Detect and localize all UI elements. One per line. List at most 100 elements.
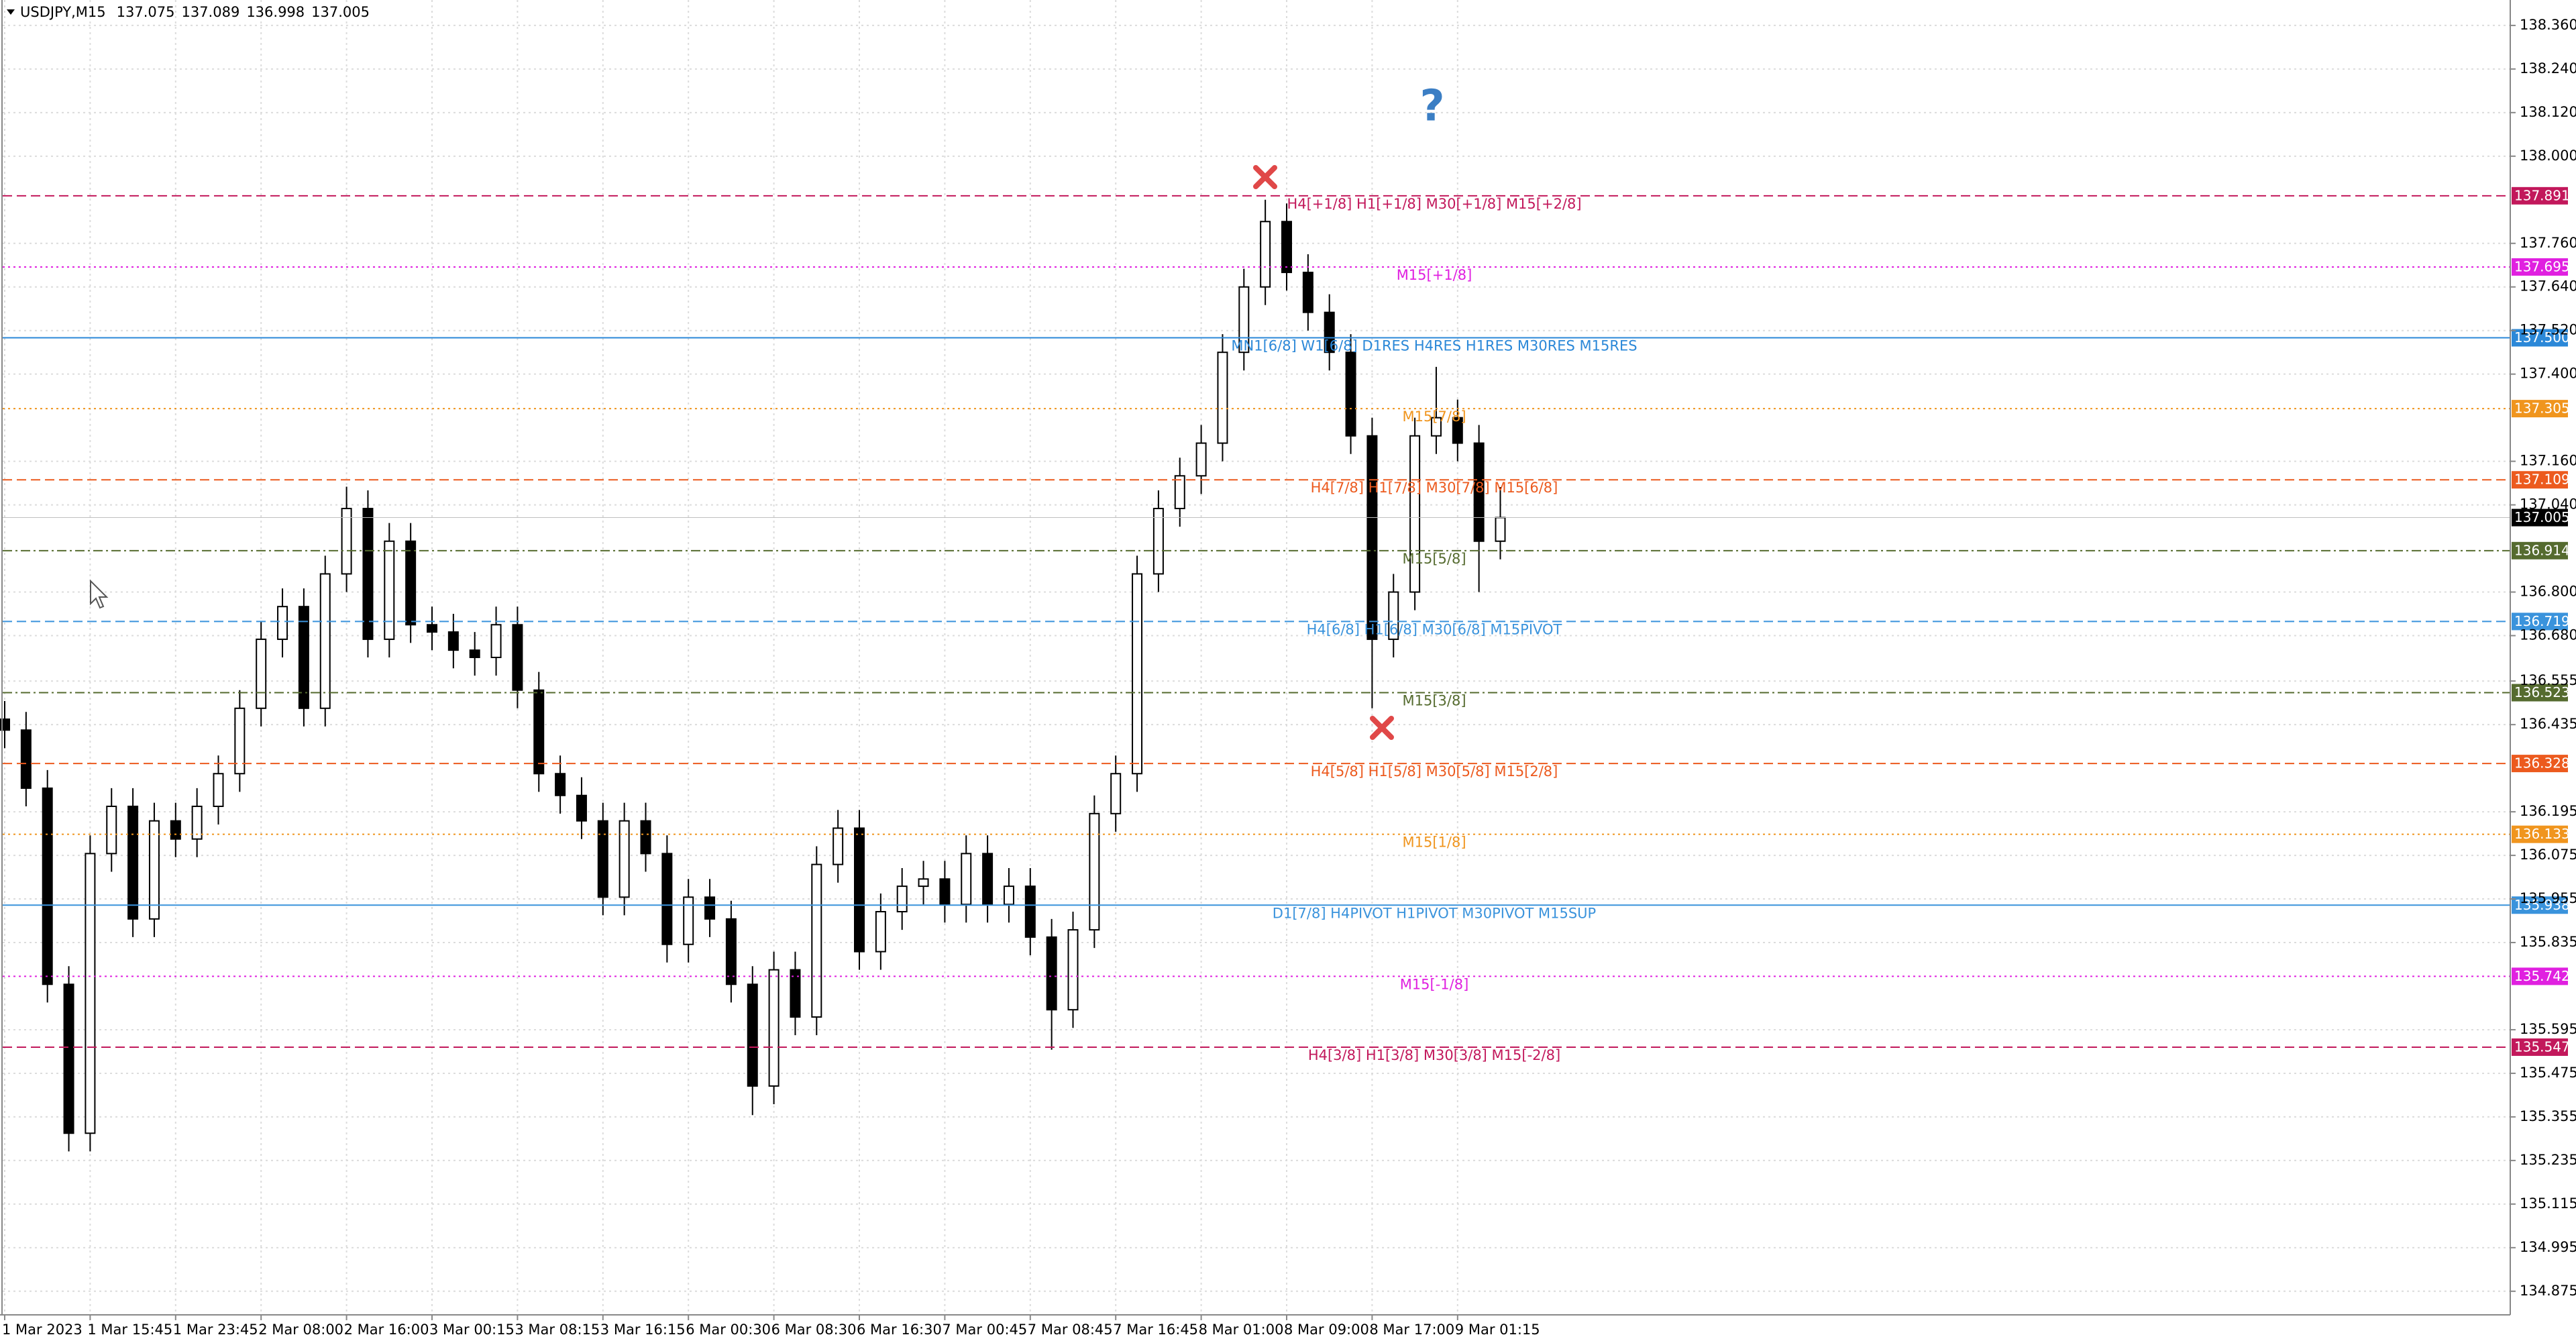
y-tick-label: 135.115 bbox=[2520, 1195, 2576, 1212]
candle-body bbox=[1024, 886, 1036, 938]
candle-body bbox=[20, 729, 32, 789]
level-price: 135.547 bbox=[2514, 1038, 2570, 1055]
y-tick-label: 136.195 bbox=[2520, 803, 2576, 819]
level-price-box bbox=[2512, 612, 2568, 631]
candle-body bbox=[1473, 442, 1485, 542]
levels: H4[+1/8] H1[+1/8] M30[+1/8] M15[+2/8] 137… bbox=[3, 186, 2570, 1063]
candle-body bbox=[213, 773, 224, 807]
level-price: 136.523 bbox=[2514, 684, 2570, 700]
question-marker: ? bbox=[1419, 82, 1444, 131]
candle-body bbox=[127, 805, 139, 920]
x-tick-label: 1 Mar 15:45 bbox=[87, 1322, 172, 1338]
candle-body bbox=[341, 508, 352, 575]
candle-body bbox=[1089, 812, 1100, 931]
candle-body bbox=[640, 820, 651, 855]
level-price: 136.328 bbox=[2514, 755, 2570, 771]
candle-body bbox=[1238, 286, 1250, 354]
candle-body bbox=[661, 853, 673, 945]
level-price-box bbox=[2512, 471, 2568, 489]
candle-body bbox=[768, 969, 780, 1087]
candle-body bbox=[1430, 417, 1442, 437]
x-tick-label: 8 Mar 01:00 bbox=[1199, 1322, 1284, 1338]
candle-body bbox=[170, 820, 181, 840]
candle-body bbox=[1217, 352, 1228, 444]
candle-body bbox=[234, 707, 246, 775]
level-price-box bbox=[2512, 755, 2568, 773]
candle-body bbox=[256, 638, 267, 709]
y-tick-label: 138.120 bbox=[2520, 104, 2576, 120]
open: 137.075 bbox=[117, 4, 175, 20]
level-price-box bbox=[2512, 967, 2568, 985]
markers: ? bbox=[90, 82, 1445, 740]
candle-body bbox=[384, 540, 395, 640]
candle-body bbox=[1003, 886, 1014, 906]
level-price: 137.695 bbox=[2514, 258, 2570, 274]
y-tick-label: 136.680 bbox=[2520, 627, 2576, 643]
level-price-box bbox=[2512, 541, 2568, 559]
level-price: 136.914 bbox=[2514, 542, 2570, 558]
candle-body bbox=[319, 573, 331, 709]
x-tick-label: 6 Mar 16:30 bbox=[857, 1322, 942, 1338]
candle-body bbox=[490, 624, 502, 658]
level-price: 137.109 bbox=[2514, 472, 2570, 488]
candle-body bbox=[1388, 591, 1399, 640]
mouse-cursor bbox=[90, 579, 109, 609]
candle-body bbox=[1260, 221, 1271, 288]
x-tick-label: 7 Mar 16:45 bbox=[1113, 1322, 1198, 1338]
level-label: H4[7/8] H1[7/8] M30[7/8] M15[6/8] bbox=[1311, 480, 1558, 496]
level-price-box bbox=[2512, 1038, 2568, 1056]
x-tick-label: 1 Mar 2023 bbox=[2, 1322, 83, 1338]
level-label: M15[+1/8] bbox=[1397, 267, 1472, 283]
level-price: 137.891 bbox=[2514, 187, 2570, 203]
x-tick-label: 1 Mar 23:45 bbox=[173, 1322, 258, 1338]
candle-body bbox=[1366, 435, 1378, 640]
y-tick-label: 137.760 bbox=[2520, 235, 2576, 251]
candle-body bbox=[277, 606, 288, 640]
candle-body bbox=[704, 896, 716, 920]
y-tick-label: 134.995 bbox=[2520, 1239, 2576, 1255]
candle-body bbox=[918, 878, 929, 888]
menu-triangle bbox=[7, 9, 15, 15]
candle-body bbox=[427, 624, 437, 633]
y-tick-label: 138.360 bbox=[2520, 17, 2576, 33]
header: USDJPY,M15 137.075 137.089 136.998 137.005 bbox=[7, 4, 370, 20]
y-tick-label: 134.875 bbox=[2520, 1283, 2576, 1299]
y-tick-label: 135.835 bbox=[2520, 934, 2576, 950]
candle-body bbox=[725, 918, 737, 985]
x-tick-label: 6 Mar 08:30 bbox=[771, 1322, 857, 1338]
y-tick-label: 136.435 bbox=[2520, 716, 2576, 732]
candle-body bbox=[833, 827, 844, 865]
candle-body bbox=[1452, 417, 1463, 444]
level-price: 137.500 bbox=[2514, 329, 2570, 345]
y-tick-label: 135.595 bbox=[2520, 1021, 2576, 1037]
level-label: M15[7/8] bbox=[1402, 409, 1466, 425]
candle-body bbox=[1345, 352, 1356, 437]
candle-body bbox=[42, 787, 53, 985]
candle-body bbox=[683, 896, 694, 945]
x-tick-label: 3 Mar 16:15 bbox=[600, 1322, 686, 1338]
candle-body bbox=[447, 631, 459, 651]
candle-body bbox=[1324, 311, 1335, 354]
candle-body bbox=[1132, 573, 1143, 775]
x-tick-label: 3 Mar 00:15 bbox=[429, 1322, 515, 1338]
candle-body bbox=[1152, 508, 1164, 575]
candle-body bbox=[875, 911, 886, 953]
candle-body bbox=[790, 969, 801, 1018]
level-label: M15[1/8] bbox=[1402, 835, 1466, 851]
level-label: H4[3/8] H1[3/8] M30[3/8] M15[-2/8] bbox=[1308, 1047, 1560, 1063]
y-tick-label: 136.075 bbox=[2520, 847, 2576, 863]
y-tick-label: 137.160 bbox=[2520, 453, 2576, 469]
y-tick-label: 137.520 bbox=[2520, 322, 2576, 338]
close: 137.005 bbox=[311, 4, 370, 20]
candle-body bbox=[939, 878, 951, 906]
cross-marker bbox=[1253, 165, 1277, 189]
level-label: H4[6/8] H1[6/8] M30[6/8] M15PIVOT bbox=[1307, 621, 1562, 637]
level-label: M15[3/8] bbox=[1402, 693, 1466, 709]
y-tick-label: 136.555 bbox=[2520, 672, 2576, 688]
level-label: M15[5/8] bbox=[1402, 551, 1466, 567]
y-tick-label: 136.800 bbox=[2520, 584, 2576, 600]
candle-body bbox=[148, 820, 160, 920]
